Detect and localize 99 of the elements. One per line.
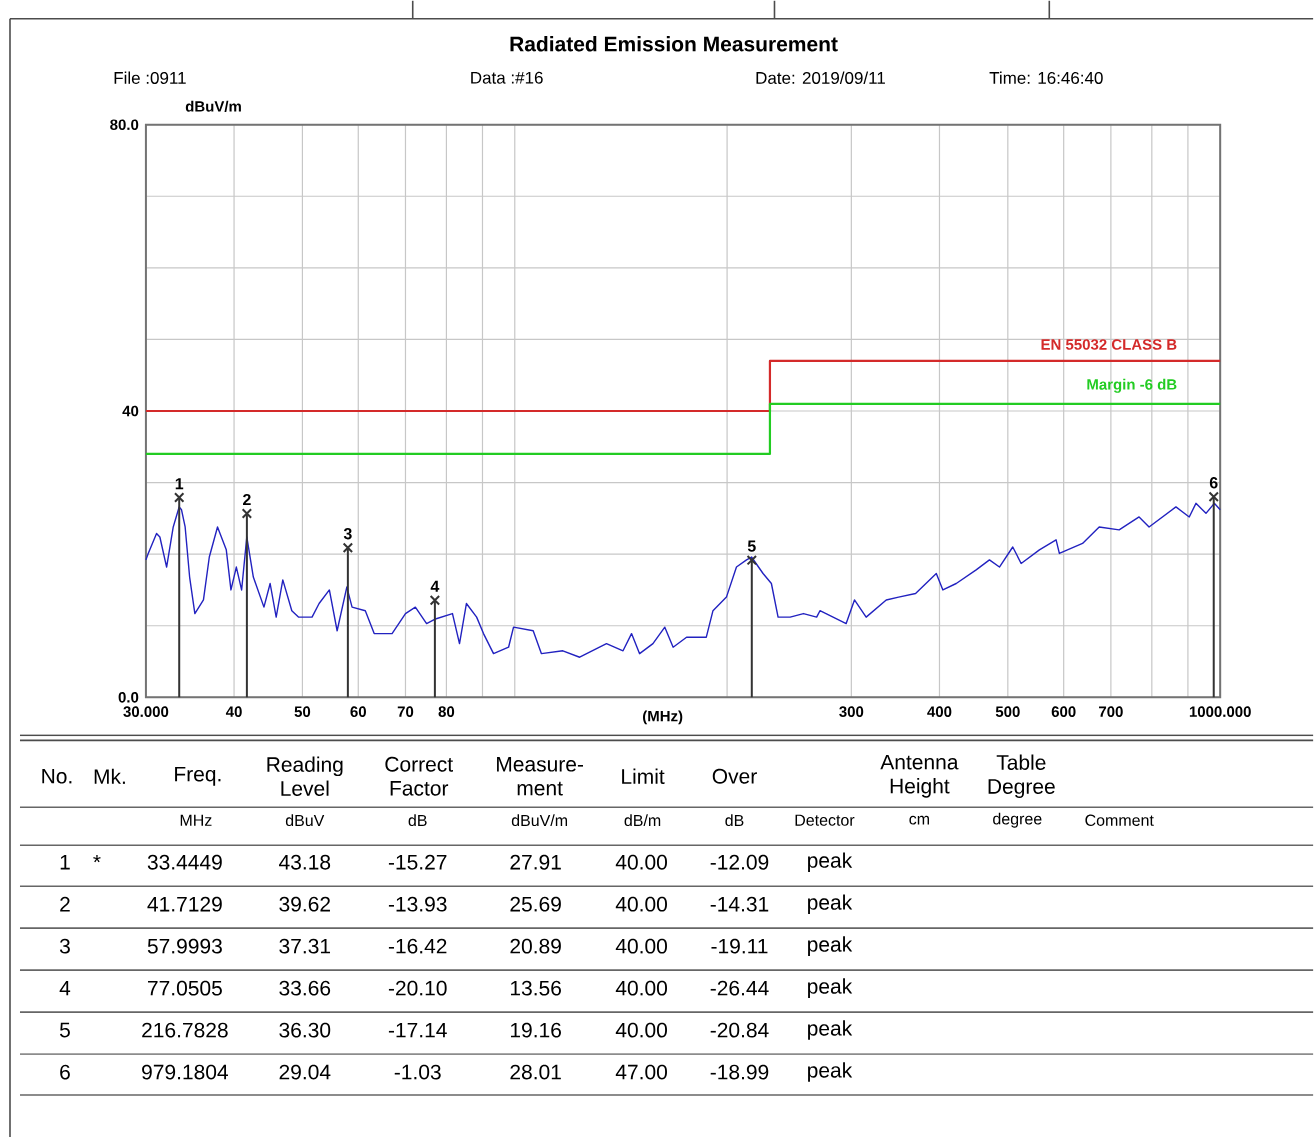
annotation: 6 bbox=[1209, 477, 1218, 489]
text: dBuV/m bbox=[511, 814, 568, 827]
text: -1.03 bbox=[394, 1064, 441, 1080]
text: -13.93 bbox=[388, 896, 447, 912]
text: 33.4449 bbox=[147, 854, 222, 870]
text: 25.69 bbox=[510, 896, 561, 912]
text: Time: 16:46:40 bbox=[989, 71, 1103, 85]
annotation: 3 bbox=[343, 528, 352, 540]
text: -15.27 bbox=[388, 854, 447, 870]
text: Antenna Height bbox=[880, 754, 959, 798]
text: dB bbox=[725, 814, 744, 827]
text: Freq. bbox=[175, 766, 221, 786]
text: Limit bbox=[622, 768, 665, 785]
text: 3 bbox=[59, 938, 70, 954]
text: File :0911 bbox=[114, 71, 186, 85]
annotation: 1 bbox=[175, 478, 184, 490]
text: 77.0505 bbox=[148, 980, 222, 996]
text: 216.7828 bbox=[142, 1022, 228, 1038]
text: Over bbox=[712, 768, 757, 784]
text: Data :#16 bbox=[471, 71, 543, 84]
annotation: 2 bbox=[243, 493, 251, 506]
text: 20.89 bbox=[510, 938, 561, 954]
text: 41.7129 bbox=[147, 896, 222, 912]
x-tick-label: 400 bbox=[927, 706, 952, 718]
series-label: Margin -6 dB bbox=[1087, 378, 1177, 393]
x-tick-label: 40 bbox=[225, 706, 242, 718]
text: Reading Level bbox=[267, 756, 343, 797]
text: 40.00 bbox=[615, 896, 667, 912]
x-tick-label: 50 bbox=[294, 706, 311, 718]
text: peak bbox=[808, 852, 853, 873]
text: peak bbox=[808, 894, 853, 915]
text: -20.84 bbox=[710, 1022, 769, 1038]
text: 33.66 bbox=[279, 980, 331, 996]
text: -18.99 bbox=[710, 1064, 769, 1080]
text: 43.18 bbox=[279, 854, 331, 870]
text: peak bbox=[808, 1020, 853, 1040]
text: Date: 2019/09/11 bbox=[756, 71, 885, 85]
text: Detector bbox=[795, 814, 855, 826]
text: 57.9993 bbox=[147, 938, 222, 954]
x-tick-label: 500 bbox=[995, 706, 1020, 718]
text: No. bbox=[42, 769, 72, 784]
text: -14.31 bbox=[710, 896, 769, 912]
text: Measure-ment bbox=[497, 757, 584, 796]
text: 4 bbox=[59, 981, 71, 996]
text: degree bbox=[993, 812, 1042, 828]
x-tick-label: 1000.000 bbox=[1189, 706, 1251, 718]
y-tick-label: 40 bbox=[122, 405, 139, 417]
text: peak bbox=[808, 1062, 853, 1082]
text: 5 bbox=[59, 1022, 70, 1038]
text: Comment bbox=[1085, 814, 1154, 826]
text: dB/m bbox=[624, 814, 661, 827]
text: 36.30 bbox=[279, 1022, 331, 1038]
text: 27.91 bbox=[510, 854, 561, 870]
text: 29.04 bbox=[279, 1064, 331, 1080]
text: peak bbox=[808, 936, 853, 957]
text: dB bbox=[408, 814, 427, 827]
text: 40.00 bbox=[615, 1022, 667, 1038]
text: peak bbox=[808, 978, 853, 998]
chart-title: Radiated Emission Measurement bbox=[510, 36, 838, 52]
y-axis-title: dBuV/m bbox=[185, 100, 241, 113]
text: 37.31 bbox=[279, 938, 331, 954]
text: -20.10 bbox=[388, 980, 447, 996]
x-tick-label: 80 bbox=[438, 706, 455, 718]
text: MHz bbox=[180, 814, 212, 826]
text: -26.44 bbox=[710, 980, 769, 996]
text: 1 bbox=[60, 855, 70, 870]
text: 979.1804 bbox=[142, 1064, 228, 1080]
text: 40.00 bbox=[615, 980, 667, 996]
text: Table Degree bbox=[988, 754, 1055, 799]
text: -19.11 bbox=[711, 938, 768, 954]
text: * bbox=[93, 855, 101, 863]
x-tick-label: 300 bbox=[839, 706, 864, 718]
x-axis-title: (MHz) bbox=[643, 710, 683, 725]
annotation: 5 bbox=[747, 540, 756, 552]
text: 39.62 bbox=[279, 896, 330, 912]
text: 2 bbox=[60, 896, 70, 912]
series-label: EN 55032 CLASS B bbox=[1041, 339, 1177, 350]
text: 19.16 bbox=[510, 1022, 561, 1038]
text: 28.01 bbox=[510, 1064, 561, 1080]
x-tick-label: 70 bbox=[397, 706, 414, 718]
x-tick-label: 60 bbox=[350, 706, 366, 718]
text: dBuV bbox=[285, 814, 325, 827]
y-tick-label: 0.0 bbox=[118, 692, 139, 703]
text: Mk. bbox=[94, 768, 125, 784]
text: 40.00 bbox=[615, 854, 667, 870]
annotation: 4 bbox=[430, 580, 440, 592]
text: 13.56 bbox=[510, 980, 561, 996]
text: 40.00 bbox=[615, 938, 667, 954]
text: Correct Factor bbox=[385, 756, 453, 796]
x-tick-label: 600 bbox=[1051, 706, 1076, 718]
text: -17.14 bbox=[388, 1022, 447, 1038]
text: cm bbox=[909, 815, 929, 825]
text: 6 bbox=[60, 1064, 70, 1080]
y-tick-label: 80.0 bbox=[110, 119, 139, 131]
text: -12.09 bbox=[710, 854, 769, 870]
text: 47.00 bbox=[615, 1064, 667, 1080]
x-tick-label: 30.000 bbox=[123, 706, 169, 718]
text: -16.42 bbox=[388, 938, 447, 954]
x-tick-label: 700 bbox=[1099, 706, 1123, 718]
